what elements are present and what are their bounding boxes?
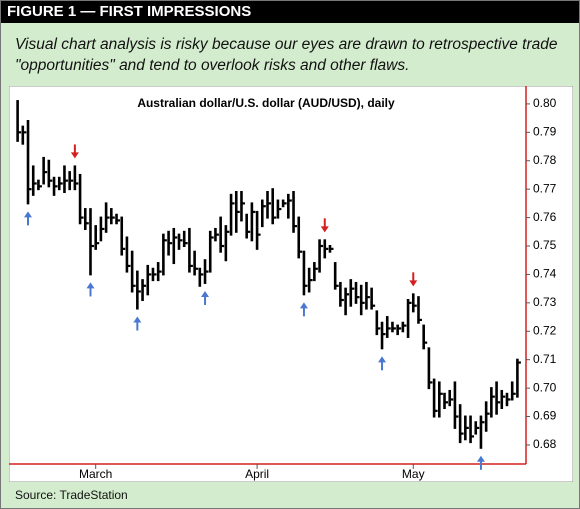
x-tick-label: March [79,467,112,481]
arrow-head [86,282,95,289]
chart-frame [9,86,573,482]
y-tick-label: 0.79 [533,124,557,138]
y-tick-label: 0.73 [533,295,557,309]
figure-header: FIGURE 1 — FIRST IMPRESSIONS [1,1,579,23]
y-tick-label: 0.70 [533,380,557,394]
arrow-head [133,316,142,323]
y-tick-label: 0.72 [533,323,557,337]
y-tick-label: 0.74 [533,267,557,281]
y-tick-label: 0.80 [533,96,557,110]
x-tick-label: May [402,467,425,481]
chart: Australian dollar/U.S. dollar (AUD/USD),… [9,86,573,482]
arrow-head [320,226,329,233]
arrow-head [409,280,418,287]
arrow-head [299,302,308,309]
caption: Visual chart analysis is risky because o… [15,36,558,74]
y-tick-label: 0.76 [533,210,557,224]
chart-title: Australian dollar/U.S. dollar (AUD/USD),… [137,96,395,110]
arrow-head [378,356,387,363]
y-tick-label: 0.78 [533,153,557,167]
arrow-head [70,152,79,159]
arrow-head [476,455,485,462]
arrow-head [24,211,33,218]
source: Source: TradeStation [15,488,128,502]
y-tick-label: 0.77 [533,181,557,195]
y-tick-label: 0.71 [533,352,557,366]
y-tick-label: 0.75 [533,238,557,252]
arrow-head [201,290,210,297]
y-tick-label: 0.68 [533,437,557,451]
x-tick-label: April [245,467,269,481]
y-tick-label: 0.69 [533,409,557,423]
